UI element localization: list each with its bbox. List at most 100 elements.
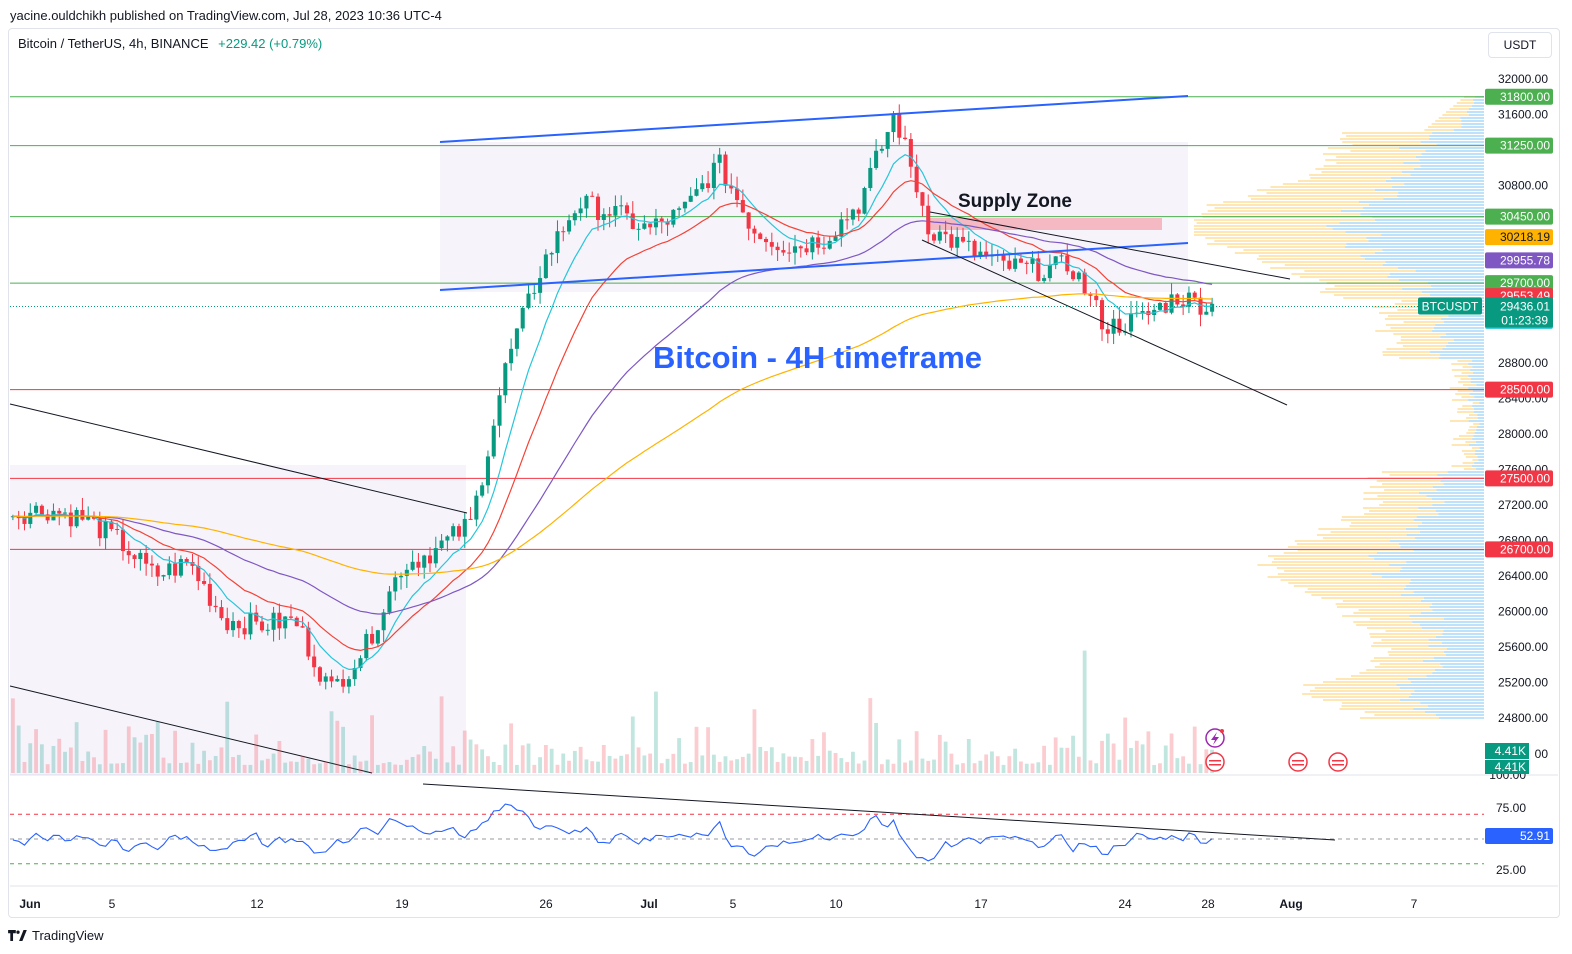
price-level-label-bg <box>1485 470 1553 487</box>
profile-bar <box>1406 534 1484 536</box>
profile-bar <box>1374 189 1484 191</box>
profile-bar <box>1284 264 1383 266</box>
profile-bar <box>1428 639 1484 641</box>
profile-bar <box>1385 261 1484 263</box>
us-event-flag-icon-stripe <box>1332 760 1344 762</box>
volume-bar <box>1082 650 1087 773</box>
profile-bar <box>1322 537 1416 539</box>
candle-body <box>810 237 815 253</box>
us-event-flag-icon <box>1205 752 1225 772</box>
candle-body <box>1076 272 1081 280</box>
profile-bar <box>1332 228 1484 230</box>
candle-body <box>561 231 566 233</box>
volume-label: 4.41K <box>1495 744 1526 758</box>
profile-bar <box>1472 390 1484 392</box>
volume-bar <box>561 753 566 773</box>
volume-bar <box>758 746 763 773</box>
candle-body <box>1117 318 1122 333</box>
candle-body <box>497 395 502 426</box>
volume-bar <box>1111 743 1116 773</box>
current-symbol-label: BTCUSDT <box>1422 300 1479 314</box>
footer-brand-label: TradingView <box>32 928 104 943</box>
candle-body <box>184 559 189 562</box>
volume-bars <box>11 650 1214 773</box>
volume-bar <box>619 755 624 773</box>
candle-body <box>578 208 583 214</box>
rsi-line <box>12 803 1213 862</box>
candle-body <box>410 561 415 570</box>
volume-bar <box>549 748 554 773</box>
profile-bar <box>1432 672 1484 674</box>
volume-bar <box>937 734 942 773</box>
profile-bar <box>1382 351 1431 353</box>
profile-bar <box>1468 363 1484 365</box>
candle-body <box>300 626 305 628</box>
volume-bar <box>810 739 815 773</box>
candle-body <box>335 679 340 682</box>
volume-bar <box>816 755 821 773</box>
profile-bar <box>1400 336 1441 338</box>
volume-bar <box>526 743 531 773</box>
candle-body <box>231 620 236 631</box>
candle-body <box>920 192 925 206</box>
volume-bar <box>636 747 641 773</box>
profile-bar <box>1472 372 1484 374</box>
profile-bar <box>1427 705 1484 707</box>
profile-bar <box>1311 696 1409 698</box>
candle-body <box>543 254 548 279</box>
volume-bar <box>601 744 606 773</box>
profile-bar <box>1194 231 1346 233</box>
candle-body <box>259 621 265 631</box>
volume-bar <box>236 754 241 773</box>
candle-body <box>427 555 433 564</box>
volume-bar <box>410 756 415 773</box>
profile-bar <box>1223 201 1359 203</box>
volume-bar <box>1181 756 1186 773</box>
candle-body <box>723 154 728 186</box>
profile-bar <box>1379 663 1441 665</box>
candle-body <box>1088 294 1093 296</box>
profile-bar <box>1474 453 1484 455</box>
volume-bar <box>126 726 131 773</box>
volume-bar <box>1192 726 1197 773</box>
profile-bar <box>1273 558 1375 560</box>
price-tick: 25200.00 <box>1498 676 1548 690</box>
candle-body <box>839 219 844 237</box>
profile-bar <box>1307 588 1404 590</box>
profile-bar <box>1431 603 1484 605</box>
profile-bar <box>1417 525 1484 527</box>
currency-selector[interactable]: USDT <box>1488 32 1552 58</box>
candle-body <box>1001 254 1006 261</box>
candle-body <box>619 205 624 207</box>
candle-body <box>242 628 247 635</box>
profile-bar <box>1207 210 1341 212</box>
profile-bar <box>1435 120 1462 122</box>
profile-bar <box>1374 714 1436 716</box>
candle-body <box>868 167 873 189</box>
volume-bar <box>966 738 971 773</box>
profile-bar <box>1399 699 1484 701</box>
footer-brand[interactable]: TradingView <box>8 928 104 943</box>
profile-bar <box>1431 498 1484 500</box>
symbol-header[interactable]: Bitcoin / TetherUS, 4h, BINANCE +229.42 … <box>18 36 322 51</box>
profile-bar <box>1389 564 1484 566</box>
profile-bar <box>1389 273 1484 275</box>
volume-bar <box>995 756 1000 773</box>
profile-bar <box>1443 630 1484 632</box>
volume-bar <box>845 762 850 773</box>
volume-bar <box>138 742 143 773</box>
volume-bar <box>144 734 149 773</box>
profile-bar <box>1389 540 1484 542</box>
volume-bar <box>914 731 919 773</box>
volume-bar <box>1100 740 1104 773</box>
profile-bar <box>1442 114 1469 116</box>
volume-bar <box>1013 748 1018 773</box>
volume-bar <box>613 758 618 773</box>
indicator-value-label-bg <box>1485 229 1553 246</box>
volume-bar <box>1042 745 1046 773</box>
profile-bar <box>1387 651 1445 653</box>
profile-bar <box>1385 630 1444 632</box>
volume-bar <box>312 764 317 773</box>
candle-body <box>758 233 763 239</box>
